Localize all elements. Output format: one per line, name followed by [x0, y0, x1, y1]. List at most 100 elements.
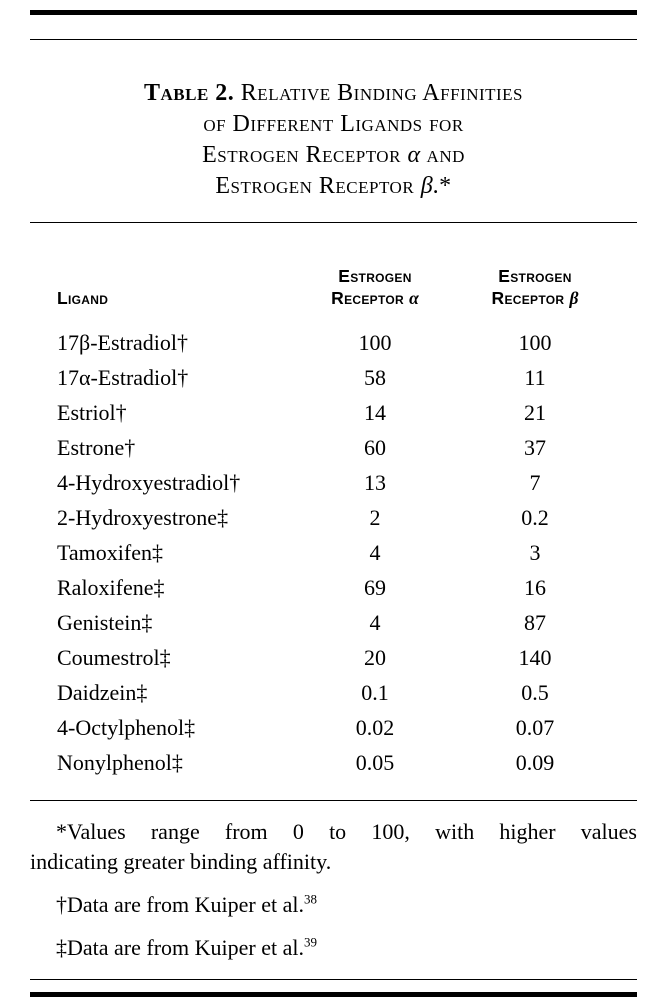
er-alpha-value: 58 [364, 365, 386, 390]
bottom-thin-rule [30, 979, 637, 980]
footnote-text: Values range from 0 to 100, with higher … [67, 819, 637, 844]
footnote: *Values range from 0 to 100, with higher… [30, 817, 637, 877]
footnote-text: Data are from Kuiper et al. [67, 935, 304, 960]
er-beta-value: 3 [529, 540, 541, 565]
ligand-name: Daidzein‡ [57, 680, 148, 705]
text-segment: Relative Binding Affinities [240, 80, 524, 106]
footnote-line: ‡Data are from Kuiper et al.39 [30, 933, 637, 963]
er-beta-value: 11 [524, 365, 546, 390]
text-segment: Table 2. [143, 80, 241, 106]
table-row: 4-Hydroxyestradiol† 13 7 [30, 465, 637, 500]
ligand-name: Genistein‡ [57, 610, 153, 635]
title-divider-rule [30, 222, 637, 223]
table-title-line: Table 2. Relative Binding Affinities [30, 78, 637, 109]
ligand-name: Raloxifene‡ [57, 575, 165, 600]
text-segment: and [420, 142, 465, 168]
column-header-line: Ligand [57, 287, 300, 309]
er-beta-value: 0.09 [515, 750, 555, 775]
column-header-line: Receptor β [450, 287, 620, 309]
ligand-name: Tamoxifen‡ [57, 540, 163, 565]
table-row: Raloxifene‡ 69 16 [30, 570, 637, 605]
footnotes: *Values range from 0 to 100, with higher… [30, 817, 637, 963]
er-alpha-value: 60 [364, 435, 386, 460]
ligand-name: 17α-Estradiol† [57, 365, 189, 390]
footnote-line: *Values range from 0 to 100, with higher… [30, 817, 637, 847]
table-title-line: Estrogen Receptor β.* [30, 171, 637, 202]
er-beta-value: 7 [529, 470, 541, 495]
ligand-name: Coumestrol‡ [57, 645, 171, 670]
ligand-name: 4-Octylphenol‡ [57, 715, 196, 740]
er-alpha-value: 0.05 [355, 750, 395, 775]
ligand-name: Estrone† [57, 435, 136, 460]
greek-letter: α [409, 288, 419, 308]
table-row: 17β-Estradiol† 100 100 [30, 325, 637, 360]
er-alpha-value: 100 [358, 330, 392, 355]
er-beta-value: 16 [524, 575, 546, 600]
table-row: Genistein‡ 4 87 [30, 605, 637, 640]
er-alpha-value: 13 [364, 470, 386, 495]
footnote-marker: * [56, 819, 67, 844]
table-row: Tamoxifen‡ 4 3 [30, 535, 637, 570]
er-alpha-value: 4 [369, 610, 381, 635]
table-row: 2-Hydroxyestrone‡ 2 0.2 [30, 500, 637, 535]
greek-letter: β [420, 173, 433, 199]
er-alpha-value: 0.02 [355, 715, 395, 740]
table-row: Nonylphenol‡ 0.05 0.09 [30, 745, 637, 780]
table-row: Coumestrol‡ 20 140 [30, 640, 637, 675]
text-segment: Estrogen Receptor [215, 173, 421, 199]
table-header-row: Ligand Estrogen Receptor α Estrogen Recept… [30, 265, 637, 309]
footnote-text: Data are from Kuiper et al. [67, 892, 304, 917]
er-beta-value: 0.2 [521, 505, 549, 530]
column-header-line: Estrogen [300, 265, 450, 287]
text-segment: Ligand [57, 288, 109, 308]
table-row: 4-Octylphenol‡ 0.02 0.07 [30, 710, 637, 745]
column-header-line: Receptor α [300, 287, 450, 309]
column-header-line: Estrogen [450, 265, 620, 287]
er-beta-value: 0.5 [521, 680, 549, 705]
bottom-rules [30, 979, 637, 997]
footnote-text: indicating greater binding affinity. [30, 849, 332, 874]
table-row: 17α-Estradiol† 58 11 [30, 360, 637, 395]
table-row: Estriol† 14 21 [30, 395, 637, 430]
er-beta-value: 140 [518, 645, 552, 670]
ligand-name: Nonylphenol‡ [57, 750, 183, 775]
ligand-name: 2-Hydroxyestrone‡ [57, 505, 229, 530]
column-header-ligand: Ligand [30, 287, 300, 309]
er-beta-value: 87 [524, 610, 546, 635]
table-row: Daidzein‡ 0.1 0.5 [30, 675, 637, 710]
text-segment: Estrogen Receptor [202, 142, 408, 168]
er-alpha-value: 20 [364, 645, 386, 670]
footnote-divider-rule [30, 800, 637, 801]
table-row: Estrone† 60 37 [30, 430, 637, 465]
table-title: Table 2. Relative Binding Affinities of D… [30, 78, 637, 202]
er-beta-value: 37 [524, 435, 546, 460]
greek-letter: α [407, 142, 421, 168]
footnote-line: indicating greater binding affinity. [30, 847, 637, 877]
text-segment: Estrogen [498, 266, 572, 286]
text-segment: Estrogen [338, 266, 412, 286]
er-alpha-value: 4 [369, 540, 381, 565]
er-alpha-value: 2 [369, 505, 381, 530]
ligand-name: 17β-Estradiol† [57, 330, 188, 355]
footnote-marker: ‡ [56, 935, 67, 960]
text-segment: .* [432, 173, 452, 199]
footnote: †Data are from Kuiper et al.38 [30, 890, 637, 920]
ligand-name: 4-Hydroxyestradiol† [57, 470, 241, 495]
text-segment: of Different Ligands for [203, 111, 464, 137]
bottom-thick-rule [30, 992, 637, 997]
table-title-line: Estrogen Receptor α and [30, 140, 637, 171]
greek-letter: β [569, 288, 579, 308]
column-header-er-alpha: Estrogen Receptor α [300, 265, 450, 309]
top-thick-rule [30, 10, 637, 15]
footnote-line: †Data are from Kuiper et al.38 [30, 890, 637, 920]
er-alpha-value: 0.1 [361, 680, 389, 705]
top-thin-rule [30, 39, 637, 40]
table-body: 17β-Estradiol† 100 100 17α-Estradiol† 58 11 Es… [30, 325, 637, 780]
er-beta-value: 0.07 [515, 715, 555, 740]
column-header-er-beta: Estrogen Receptor β [450, 265, 620, 309]
text-segment: Receptor [491, 288, 570, 308]
footnote-reference-number: 38 [304, 891, 317, 907]
footnote: ‡Data are from Kuiper et al.39 [30, 933, 637, 963]
table-title-line: of Different Ligands for [30, 109, 637, 140]
er-alpha-value: 69 [364, 575, 386, 600]
